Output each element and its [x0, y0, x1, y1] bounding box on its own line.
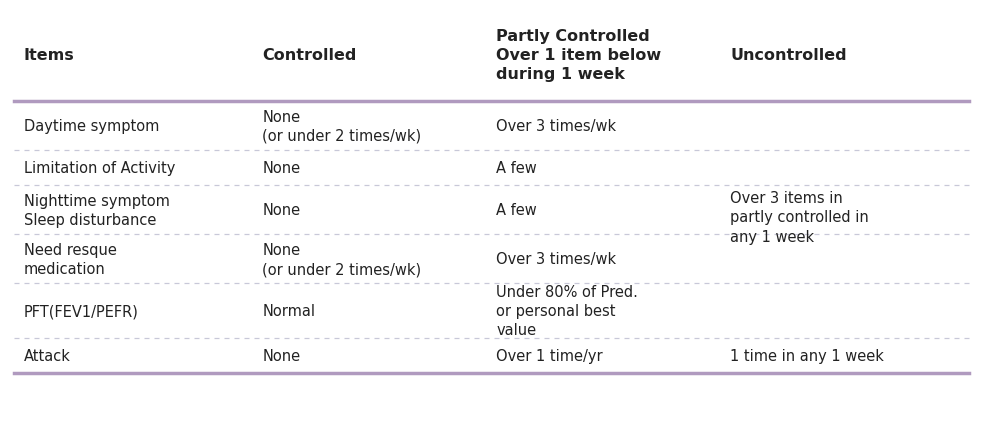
Text: Partly Controlled
Over 1 item below
during 1 week: Partly Controlled Over 1 item below duri…	[496, 29, 662, 82]
Text: Nighttime symptom
Sleep disturbance: Nighttime symptom Sleep disturbance	[24, 193, 169, 227]
Text: Normal: Normal	[262, 304, 316, 319]
Text: PFT(FEV1/PEFR): PFT(FEV1/PEFR)	[24, 304, 139, 319]
Text: 1 time in any 1 week: 1 time in any 1 week	[730, 349, 884, 363]
Text: None: None	[262, 349, 301, 363]
Text: A few: A few	[496, 161, 537, 176]
Text: Controlled: Controlled	[262, 48, 357, 63]
Text: None: None	[262, 203, 301, 218]
Text: Under 80% of Pred.
or personal best
value: Under 80% of Pred. or personal best valu…	[496, 284, 638, 338]
Text: Over 3 items in
partly controlled in
any 1 week: Over 3 items in partly controlled in any…	[730, 191, 869, 244]
Text: Over 1 time/yr: Over 1 time/yr	[496, 349, 603, 363]
Text: Items: Items	[24, 48, 75, 63]
Text: None: None	[262, 161, 301, 176]
Text: Need resque
medication: Need resque medication	[24, 242, 117, 276]
Text: Over 3 times/wk: Over 3 times/wk	[496, 252, 616, 267]
Text: Daytime symptom: Daytime symptom	[24, 119, 159, 134]
Text: None
(or under 2 times/wk): None (or under 2 times/wk)	[262, 242, 422, 276]
Text: Over 3 times/wk: Over 3 times/wk	[496, 119, 616, 134]
Text: Uncontrolled: Uncontrolled	[730, 48, 847, 63]
Text: A few: A few	[496, 203, 537, 218]
Text: Attack: Attack	[24, 349, 71, 363]
Text: None
(or under 2 times/wk): None (or under 2 times/wk)	[262, 109, 422, 144]
Text: Limitation of Activity: Limitation of Activity	[24, 161, 175, 176]
